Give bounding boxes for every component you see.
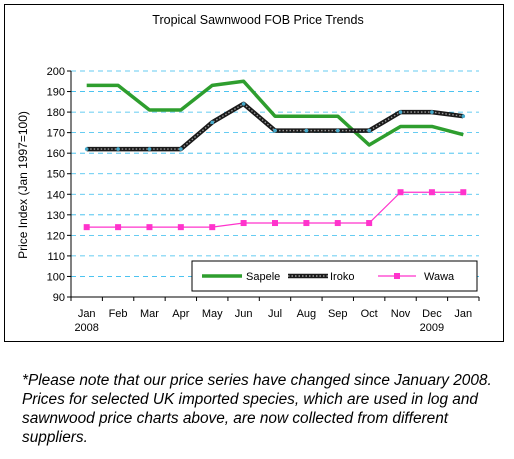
y-tick-label: 200 (47, 66, 65, 78)
data-point-iroko (210, 120, 215, 125)
data-point-iroko (304, 128, 309, 133)
data-point-wawa (209, 224, 216, 231)
y-tick-label: 190 (47, 87, 65, 99)
chart-frame: Tropical Sawnwood FOB Price Trends Price… (4, 4, 504, 342)
price-trends-chart: Tropical Sawnwood FOB Price Trends Price… (16, 13, 480, 334)
data-point-wawa (146, 224, 153, 231)
data-point-iroko (179, 147, 183, 151)
y-tick-label: 90 (53, 292, 65, 304)
data-point-iroko (335, 128, 340, 133)
y-tick-label: 120 (47, 230, 65, 242)
y-tick-label: 110 (47, 251, 65, 263)
legend-label-iroko: Iroko (330, 271, 354, 283)
data-point-iroko (398, 110, 403, 114)
x-tick-label: Mar (140, 308, 159, 320)
y-tick-label: 130 (47, 210, 65, 222)
legend-marker-wawa (394, 273, 400, 279)
y-tick-label: 150 (47, 169, 65, 181)
footnote-text: *Please note that our price series have … (22, 372, 492, 446)
data-point-wawa (334, 220, 341, 227)
x-tick-label: Aug (297, 308, 317, 320)
legend-label-wawa: Wawa (424, 271, 455, 283)
data-point-iroko (241, 102, 246, 106)
data-point-iroko (430, 110, 434, 114)
y-tick-label: 100 (47, 271, 65, 283)
data-point-wawa (303, 220, 310, 227)
data-point-iroko (461, 114, 466, 118)
x-tick-label: Jun (235, 308, 253, 320)
chart-title: Tropical Sawnwood FOB Price Trends (152, 13, 363, 27)
data-point-wawa (366, 220, 373, 227)
data-point-wawa (240, 220, 247, 227)
x-tick-label: Sep (328, 308, 348, 320)
series-line-sapele (86, 79, 464, 147)
data-point-wawa (115, 224, 122, 231)
x-tick-label: Apr (172, 308, 189, 320)
data-point-iroko (367, 128, 371, 133)
legend: Sapele Iroko Wawa (191, 260, 478, 292)
y-axis-label: Price Index (Jan 1997=100) (16, 111, 30, 259)
y-tick-label: 140 (47, 189, 65, 201)
x-tick-label: Dec (422, 308, 442, 320)
data-point-iroko (84, 147, 89, 151)
data-point-iroko (116, 147, 120, 151)
legend-label-sapele: Sapele (246, 271, 280, 283)
data-point-wawa (177, 224, 184, 231)
year-label: 2008 (74, 322, 98, 334)
data-point-wawa (83, 224, 90, 231)
data-point-wawa (428, 189, 435, 196)
y-tick-label: 180 (47, 107, 65, 119)
x-tick-label: Jan (78, 308, 96, 320)
data-point-wawa (397, 189, 404, 196)
data-point-iroko (273, 128, 277, 133)
data-point-wawa (272, 220, 278, 227)
x-tick-label: Jul (268, 308, 282, 320)
y-tick-label: 160 (47, 148, 65, 160)
x-tick-label: May (202, 308, 223, 320)
data-point-iroko (147, 147, 152, 151)
data-point-wawa (460, 189, 467, 196)
x-tick-label: Jan (454, 308, 472, 320)
x-tick-label: Nov (391, 308, 411, 320)
y-tick-label: 170 (47, 128, 65, 140)
x-tick-label: Oct (361, 308, 378, 320)
x-tick-label: Feb (109, 308, 128, 320)
year-label: 2009 (420, 322, 444, 334)
